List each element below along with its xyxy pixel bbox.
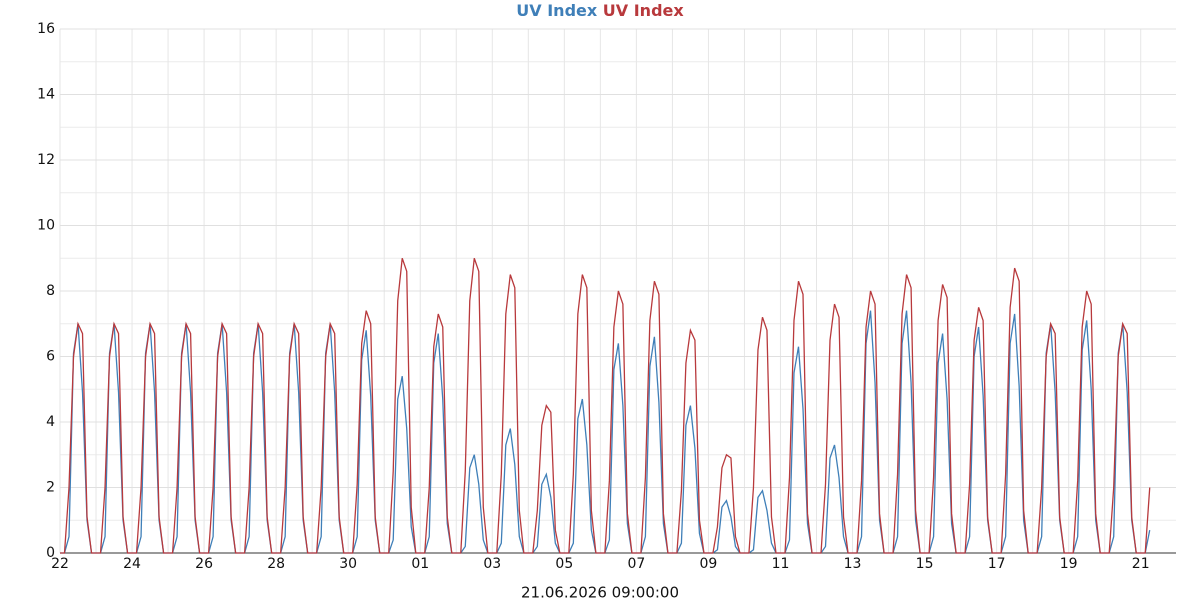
y-tick-label: 10 bbox=[37, 218, 55, 234]
y-tick-label: 0 bbox=[46, 545, 55, 561]
x-tick-label: 03 bbox=[483, 556, 501, 572]
y-tick-label: 12 bbox=[37, 152, 55, 168]
legend-entry: UV Index bbox=[516, 1, 598, 20]
x-tick-label: 28 bbox=[267, 556, 285, 572]
y-tick-label: 14 bbox=[37, 87, 55, 103]
y-tick-label: 16 bbox=[37, 21, 55, 37]
x-tick-label: 30 bbox=[339, 556, 357, 572]
x-tick-label: 07 bbox=[627, 556, 645, 572]
x-tick-label: 22 bbox=[51, 556, 69, 572]
x-tick-label: 11 bbox=[772, 556, 790, 572]
series-line bbox=[60, 258, 1151, 554]
y-tick-label: 2 bbox=[46, 480, 55, 496]
x-tick-label: 17 bbox=[988, 556, 1006, 572]
x-tick-label: 26 bbox=[195, 556, 213, 572]
y-tick-label: 6 bbox=[46, 349, 55, 365]
y-tick-label: 8 bbox=[46, 283, 55, 299]
legend: UV Index UV Index bbox=[516, 1, 684, 20]
y-tick-label: 4 bbox=[46, 414, 55, 430]
x-tick-label: 05 bbox=[555, 556, 573, 572]
x-tick-label: 09 bbox=[700, 556, 718, 572]
x-tick-label: 21 bbox=[1132, 556, 1150, 572]
x-tick-label: 15 bbox=[916, 556, 934, 572]
legend-entry: UV Index bbox=[603, 1, 685, 20]
x-tick-label: 19 bbox=[1060, 556, 1078, 572]
x-tick-label: 13 bbox=[844, 556, 862, 572]
x-tick-label: 24 bbox=[123, 556, 141, 572]
x-axis-label: 21.06.2026 09:00:00 bbox=[521, 584, 679, 600]
x-tick-label: 01 bbox=[411, 556, 429, 572]
